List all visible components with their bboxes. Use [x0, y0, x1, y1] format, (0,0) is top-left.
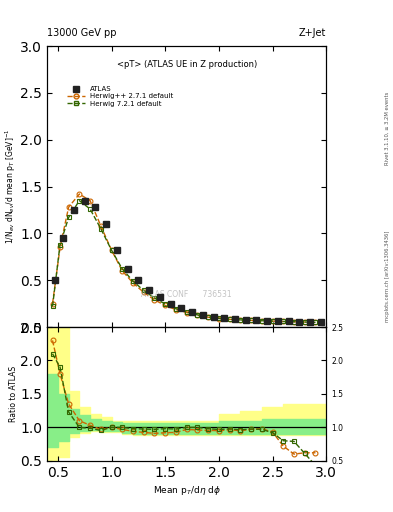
Y-axis label: 1/N$_{ev}$ dN$_{ev}$/d mean p$_T$ [GeV]$^{-1}$: 1/N$_{ev}$ dN$_{ev}$/d mean p$_T$ [GeV]$… — [3, 129, 18, 244]
Text: 13000 GeV pp: 13000 GeV pp — [47, 28, 117, 38]
Legend: ATLAS, Herwig++ 2.7.1 default, Herwig 7.2.1 default: ATLAS, Herwig++ 2.7.1 default, Herwig 7.… — [64, 83, 176, 110]
Text: <pT> (ATLAS UE in Z production): <pT> (ATLAS UE in Z production) — [117, 60, 257, 69]
Text: Z+Jet: Z+Jet — [299, 28, 326, 38]
Text: ATLAS CONF      736531: ATLAS CONF 736531 — [141, 290, 232, 299]
Y-axis label: Ratio to ATLAS: Ratio to ATLAS — [9, 366, 18, 422]
Text: mcplots.cern.ch [arXiv:1306.3436]: mcplots.cern.ch [arXiv:1306.3436] — [385, 231, 389, 322]
X-axis label: Mean p$_T$/d$\eta$ d$\phi$: Mean p$_T$/d$\eta$ d$\phi$ — [153, 484, 220, 497]
Text: Rivet 3.1.10, ≥ 3.2M events: Rivet 3.1.10, ≥ 3.2M events — [385, 91, 389, 165]
